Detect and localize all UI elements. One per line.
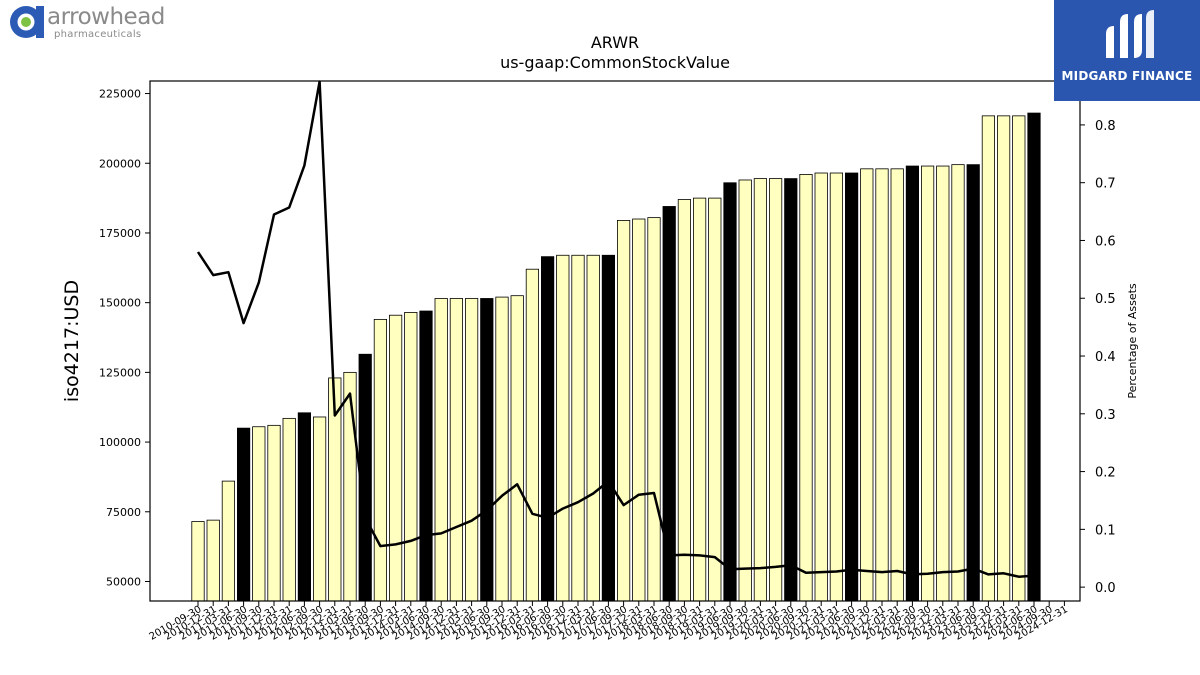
brand-wordmark: arrowhead bbox=[47, 4, 165, 30]
plot-frame bbox=[149, 80, 1081, 602]
bar-2011-06-30 bbox=[236, 427, 251, 602]
bar-2024-03-31 bbox=[1012, 115, 1026, 602]
y2-tick-label: 0.7 bbox=[1095, 177, 1116, 192]
bar-2016-06-30 bbox=[541, 256, 555, 602]
bar-2014-06-30 bbox=[419, 310, 433, 602]
bar-2020-03-31 bbox=[769, 178, 783, 602]
bar-2015-03-31 bbox=[464, 298, 479, 602]
bar-2015-06-30 bbox=[480, 298, 494, 602]
bar-2021-12-31 bbox=[875, 168, 889, 602]
bar-2021-09-30 bbox=[860, 168, 874, 602]
y2-tick-label: 0.3 bbox=[1095, 408, 1116, 423]
bar-2013-12-31 bbox=[388, 314, 403, 602]
bar-2011-09-30 bbox=[252, 426, 266, 602]
bar-2017-09-30 bbox=[617, 220, 631, 602]
x-axis-ticks: 2010-09-302010-12-312011-03-312011-06-30… bbox=[148, 601, 1070, 643]
arrowhead-logo-mark-icon bbox=[10, 6, 44, 38]
bar-2012-06-30 bbox=[297, 412, 312, 602]
bar-2022-06-30 bbox=[905, 165, 920, 602]
bar-2017-03-31 bbox=[586, 254, 600, 602]
bar-2014-03-31 bbox=[404, 312, 418, 602]
bar-2021-03-31 bbox=[829, 172, 844, 602]
sponsor-badge: MIDGARD FINANCE bbox=[1054, 0, 1200, 101]
bar-layer bbox=[191, 112, 1041, 602]
bar-2019-06-30 bbox=[723, 182, 737, 602]
bar-2018-03-31 bbox=[647, 217, 661, 602]
bar-2019-12-31 bbox=[753, 178, 768, 602]
y2-axis-label: Percentage of Assets bbox=[1126, 283, 1139, 399]
bar-2023-06-30 bbox=[966, 164, 980, 602]
bar-2020-12-31 bbox=[814, 172, 828, 602]
y2-tick-label: 0.2 bbox=[1095, 466, 1116, 481]
bar-2019-03-31 bbox=[708, 197, 722, 602]
bar-2019-09-30 bbox=[738, 179, 752, 602]
bar-2022-09-30 bbox=[921, 165, 935, 602]
bar-2013-09-30 bbox=[373, 318, 388, 602]
bar-2018-12-31 bbox=[693, 197, 707, 602]
bar-2016-09-30 bbox=[556, 254, 570, 602]
bar-2022-03-31 bbox=[890, 168, 904, 602]
bar-2024-06-30 bbox=[1027, 112, 1041, 602]
bar-2016-12-31 bbox=[571, 254, 585, 602]
bar-2015-12-31 bbox=[510, 295, 524, 602]
bar-2010-09-30 bbox=[191, 521, 205, 602]
brand-tagline: pharmaceuticals bbox=[54, 29, 142, 40]
bar-2020-06-30 bbox=[784, 178, 798, 602]
bar-2012-03-31 bbox=[282, 417, 296, 602]
bar-2016-03-31 bbox=[525, 268, 540, 602]
bar-2022-12-31 bbox=[936, 165, 950, 602]
bar-2012-09-30 bbox=[312, 416, 327, 602]
y-tick-label: 100000 bbox=[99, 436, 141, 449]
bar-2020-09-30 bbox=[799, 174, 813, 602]
y-tick-label: 150000 bbox=[99, 297, 141, 310]
y2-tick-label: 0.5 bbox=[1095, 292, 1116, 307]
y2-tick-label: 0.1 bbox=[1095, 523, 1116, 538]
bar-2023-09-30 bbox=[981, 115, 996, 602]
bar-2013-03-31 bbox=[343, 371, 357, 602]
chart-subtitle: us-gaap:CommonStockValue bbox=[500, 53, 730, 72]
y-tick-label: 200000 bbox=[99, 157, 141, 170]
left-axis-ticks: 50000 75000 100000 125000 150000 175000 200000… bbox=[99, 88, 150, 588]
bar-2023-12-31 bbox=[997, 115, 1011, 602]
y-tick-label: 125000 bbox=[99, 366, 141, 379]
bar-2023-03-31 bbox=[951, 164, 965, 602]
y2-tick-label: 0.4 bbox=[1095, 350, 1116, 365]
y2-tick-label: 0.6 bbox=[1095, 234, 1116, 249]
bar-2017-06-30 bbox=[601, 254, 616, 602]
bar-2017-12-31 bbox=[632, 218, 646, 602]
y-tick-label: 50000 bbox=[106, 575, 141, 588]
midgard-logo-mark-icon bbox=[1106, 10, 1154, 58]
bar-2015-09-30 bbox=[495, 296, 509, 602]
bar-2018-09-30 bbox=[677, 199, 692, 602]
percentage-of-assets-line bbox=[196, 80, 1035, 578]
y-axis-label: iso4217:USD bbox=[61, 280, 83, 402]
right-axis-ticks: 0.0 0.1 0.2 0.3 0.4 0.5 0.6 0.7 0.8 bbox=[1080, 119, 1116, 596]
y-tick-label: 225000 bbox=[99, 88, 141, 101]
y2-tick-label: 0.0 bbox=[1095, 581, 1116, 596]
arrowhead-logo bbox=[6, 4, 206, 44]
bar-2010-12-31 bbox=[206, 519, 220, 602]
y-tick-label: 75000 bbox=[106, 506, 141, 519]
y-tick-label: 175000 bbox=[99, 227, 141, 240]
bar-2014-09-30 bbox=[434, 298, 448, 602]
bar-2011-12-31 bbox=[267, 424, 281, 602]
y2-tick-label: 0.8 bbox=[1095, 119, 1116, 134]
bar-2021-06-30 bbox=[845, 172, 859, 602]
chart-title: ARWR bbox=[591, 33, 639, 52]
bar-2011-03-31 bbox=[221, 480, 235, 602]
bar-2014-12-31 bbox=[449, 298, 464, 602]
sponsor-name: MIDGARD FINANCE bbox=[1061, 69, 1193, 83]
